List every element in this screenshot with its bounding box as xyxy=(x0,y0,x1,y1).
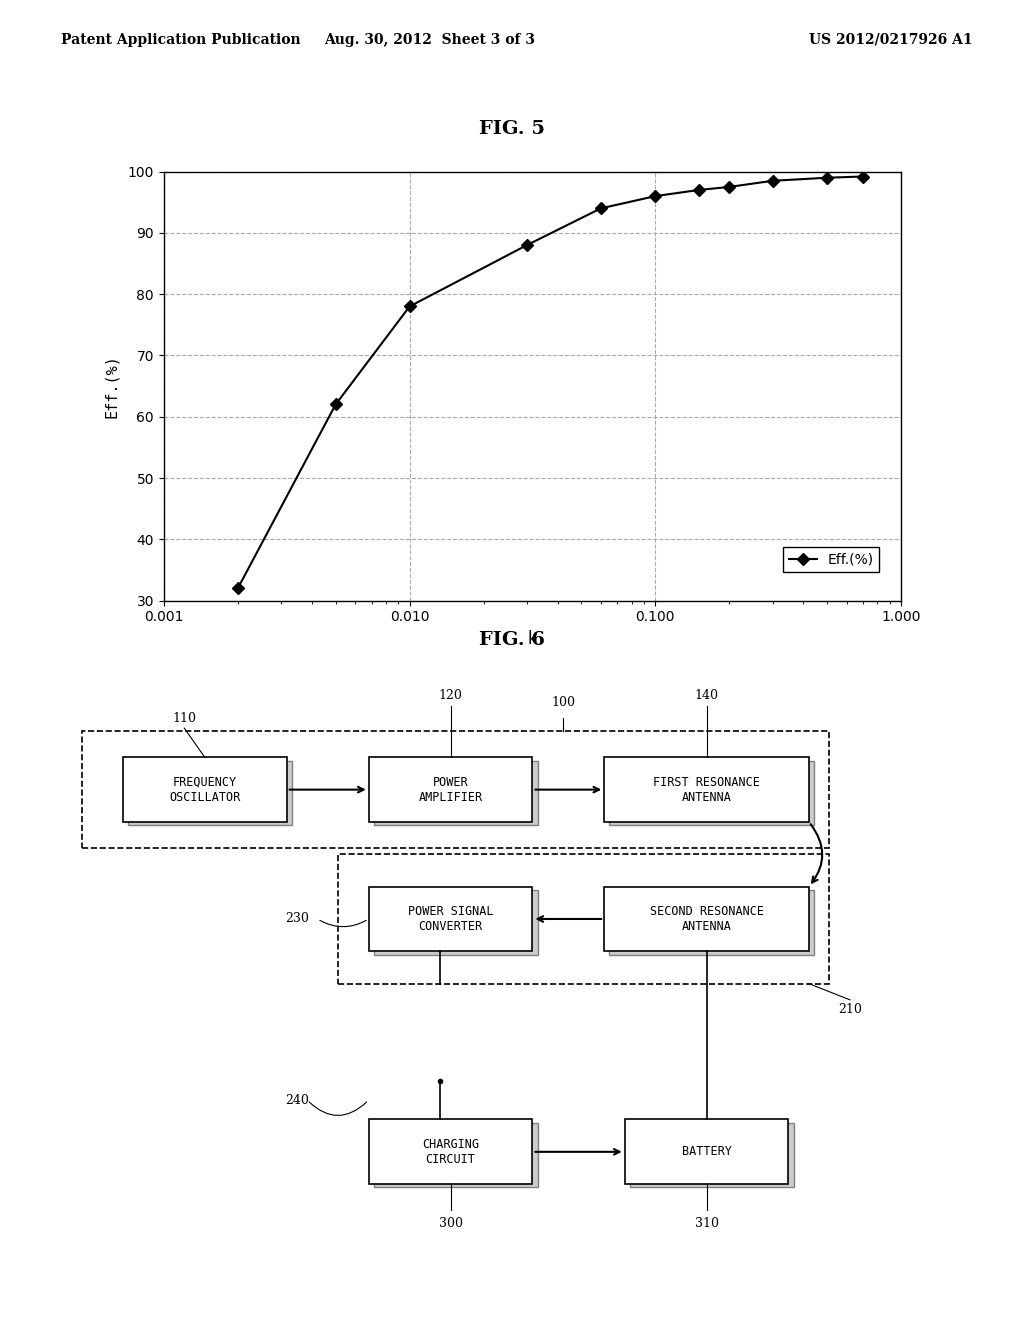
Text: US 2012/0217926 A1: US 2012/0217926 A1 xyxy=(809,33,973,46)
Text: FIG. 6: FIG. 6 xyxy=(479,631,545,649)
Text: POWER SIGNAL
CONVERTER: POWER SIGNAL CONVERTER xyxy=(408,906,494,933)
FancyBboxPatch shape xyxy=(369,758,532,822)
Text: 310: 310 xyxy=(694,1217,719,1229)
Text: Aug. 30, 2012  Sheet 3 of 3: Aug. 30, 2012 Sheet 3 of 3 xyxy=(325,33,536,46)
Text: 240: 240 xyxy=(285,1093,309,1106)
Text: FIG. 5: FIG. 5 xyxy=(479,120,545,137)
Text: 210: 210 xyxy=(838,1003,862,1016)
FancyBboxPatch shape xyxy=(374,890,538,954)
Text: 300: 300 xyxy=(438,1217,463,1229)
FancyBboxPatch shape xyxy=(609,760,814,825)
X-axis label: k: k xyxy=(527,630,538,648)
Text: FIRST RESONANCE
ANTENNA: FIRST RESONANCE ANTENNA xyxy=(653,776,760,804)
Text: 100: 100 xyxy=(551,696,575,709)
Text: Patent Application Publication: Patent Application Publication xyxy=(61,33,301,46)
Legend: Eff.(%): Eff.(%) xyxy=(783,546,880,572)
FancyBboxPatch shape xyxy=(609,890,814,954)
FancyBboxPatch shape xyxy=(123,758,287,822)
FancyBboxPatch shape xyxy=(630,1123,794,1188)
Text: BATTERY: BATTERY xyxy=(682,1146,731,1159)
Text: 110: 110 xyxy=(172,711,197,725)
Text: CHARGING
CIRCUIT: CHARGING CIRCUIT xyxy=(422,1138,479,1166)
Text: SECOND RESONANCE
ANTENNA: SECOND RESONANCE ANTENNA xyxy=(649,906,764,933)
Y-axis label: Eff.(%): Eff.(%) xyxy=(104,354,120,418)
FancyBboxPatch shape xyxy=(369,1119,532,1184)
Text: 230: 230 xyxy=(285,912,309,925)
Text: 120: 120 xyxy=(438,689,463,702)
FancyBboxPatch shape xyxy=(369,887,532,952)
Text: FREQUENCY
OSCILLATOR: FREQUENCY OSCILLATOR xyxy=(169,776,241,804)
Text: 140: 140 xyxy=(694,689,719,702)
FancyBboxPatch shape xyxy=(374,760,538,825)
FancyBboxPatch shape xyxy=(128,760,292,825)
FancyBboxPatch shape xyxy=(604,887,809,952)
FancyBboxPatch shape xyxy=(625,1119,788,1184)
FancyBboxPatch shape xyxy=(604,758,809,822)
Text: POWER
AMPLIFIER: POWER AMPLIFIER xyxy=(419,776,482,804)
FancyBboxPatch shape xyxy=(374,1123,538,1188)
